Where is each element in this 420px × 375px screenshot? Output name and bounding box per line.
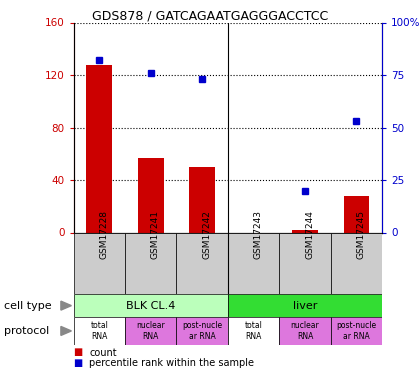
Text: protocol: protocol [4,326,50,336]
Bar [228,294,382,317]
Bar [228,317,279,345]
Text: BLK CL.4: BLK CL.4 [126,301,176,310]
Text: count: count [89,348,117,357]
Text: total
RNA: total RNA [244,321,262,340]
Text: GSM17244: GSM17244 [305,210,314,259]
Text: nuclear
RNA: nuclear RNA [291,321,319,340]
Text: percentile rank within the sample: percentile rank within the sample [89,358,255,368]
Bar [331,317,382,345]
Polygon shape [61,326,71,335]
Text: total
RNA: total RNA [90,321,108,340]
Text: GSM17242: GSM17242 [202,210,211,259]
Bar [138,158,163,232]
Text: post-nucle
ar RNA: post-nucle ar RNA [182,321,222,340]
Bar [74,294,228,317]
Text: ■: ■ [74,358,83,368]
Bar [176,232,228,294]
Text: GSM17241: GSM17241 [151,210,160,259]
Text: ■: ■ [74,348,83,357]
Bar [228,232,279,294]
Bar [176,317,228,345]
Bar [125,232,176,294]
Bar [344,196,369,232]
Bar [74,317,125,345]
Text: GDS878 / GATCAGAATGAGGGACCTCC: GDS878 / GATCAGAATGAGGGACCTCC [92,9,328,22]
Bar [74,232,125,294]
Bar [279,317,331,345]
Bar [125,317,176,345]
Text: cell type: cell type [4,301,52,310]
Bar [292,230,318,232]
Bar [189,167,215,232]
Text: post-nucle
ar RNA: post-nucle ar RNA [336,321,377,340]
Bar [331,232,382,294]
Text: GSM17245: GSM17245 [357,210,365,259]
Polygon shape [61,301,71,310]
Text: liver: liver [293,301,317,310]
Bar [279,232,331,294]
Bar [87,64,112,232]
Text: nuclear
RNA: nuclear RNA [136,321,165,340]
Text: GSM17243: GSM17243 [254,210,262,259]
Text: GSM17228: GSM17228 [99,210,108,259]
